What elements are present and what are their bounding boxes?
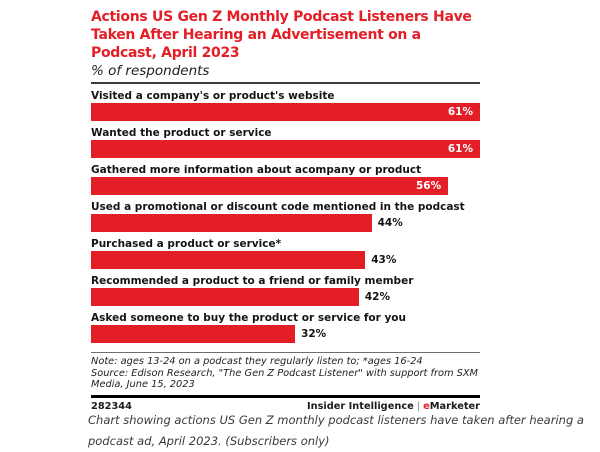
brand-emarketer-e: e [423,400,430,412]
bar [91,325,296,343]
bar-row: Used a promotional or discount code ment… [91,201,480,232]
chart-title-line: Actions US Gen Z Monthly Podcast Listene… [91,9,472,25]
footnote-divider-rule [91,352,480,353]
bar-value-label: 61% [447,143,473,155]
bar-track: 32% [91,325,480,343]
chart-notes: Note: ages 13-24 on a podcast they regul… [91,356,480,391]
page-caption: Chart showing actions US Gen Z monthly p… [88,413,584,448]
bar-row: Wanted the product or service 61% [91,127,480,158]
chart-title-line: Taken After Hearing an Advertisement on … [91,27,421,43]
bar: 61% [91,103,480,121]
bar-track: 43% [91,251,480,269]
brand-line: Insider Intelligence | eMarketer [307,401,480,412]
bar-row: Recommended a product to a friend or fam… [91,275,480,306]
bar-value-label: 42% [364,291,390,303]
chart-note: Note: ages 13-24 on a podcast they regul… [91,356,423,367]
bar-category-label: Wanted the product or service [91,127,272,139]
bar-row: Purchased a product or service* 43% [91,238,480,269]
bar [91,288,359,306]
footer-thick-rule [91,394,480,398]
bar-value-label: 44% [377,217,403,229]
brand-emarketer-rest: Marketer [429,400,480,412]
bar-row: Visited a company's or product's website… [91,90,480,121]
bar [91,214,372,232]
brand-emarketer: eMarketer [423,401,480,412]
chart-source: Source: Edison Research, "The Gen Z Podc… [91,367,479,391]
brand-insider-intelligence: Insider Intelligence [306,400,414,412]
bar-track: 44% [91,214,480,232]
bar-category-label: Purchased a product or service* [91,238,282,250]
bar-value-label: 56% [415,180,442,192]
bar-track: 42% [91,288,480,306]
bar: 56% [91,177,449,195]
title-divider-rule [91,82,480,84]
bar-value-label: 32% [301,328,327,340]
bar-track: 56% [91,177,480,195]
bar: 61% [91,140,480,158]
bar-category-label: Asked someone to buy the product or serv… [91,312,406,324]
chart-footer: 282344 Insider Intelligence | eMarketer [91,401,480,412]
bar-value-label: 43% [371,254,397,266]
bar-category-label: Gathered more information about acompany… [91,164,422,176]
bar-value-label: 61% [447,106,473,118]
bar-track: 61% [91,103,480,121]
chart-title-line: Podcast, April 2023 [91,45,240,61]
bar-row: Gathered more information about acompany… [91,164,480,195]
bar-category-label: Visited a company's or product's website [91,90,335,102]
bars-list: Visited a company's or product's website… [91,90,480,343]
brand-separator: | [416,400,421,412]
bar-category-label: Used a promotional or discount code ment… [91,201,465,213]
chart-subtitle: % of respondents [91,63,210,79]
bar [91,251,366,269]
bar-track: 61% [91,140,480,158]
chart-block: Actions US Gen Z Monthly Podcast Listene… [91,8,480,412]
bar-row: Asked someone to buy the product or serv… [91,312,480,343]
chart-title: Actions US Gen Z Monthly Podcast Listene… [91,8,480,62]
bar-category-label: Recommended a product to a friend or fam… [91,275,414,287]
chart-id: 282344 [91,400,132,412]
